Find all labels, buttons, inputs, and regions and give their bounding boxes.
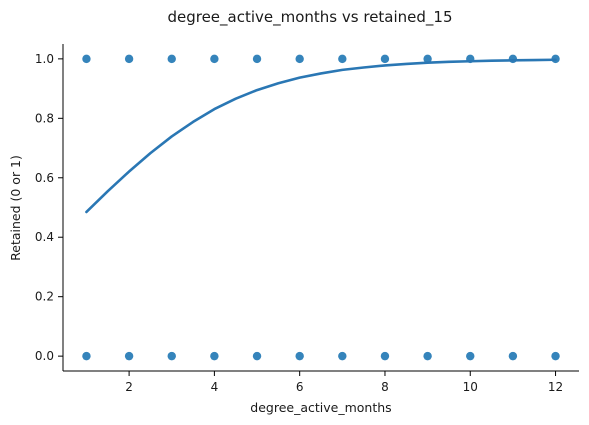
x-tick-label: 6 [296,380,304,394]
scatter-point [82,54,91,64]
scatter-point [338,351,347,361]
fit-curve-line [85,58,557,214]
x-axis-label: degree_active_months [250,400,391,415]
y-tick-label: 0.6 [35,171,54,185]
scatter-point [295,351,304,361]
scatter-point [380,54,390,64]
scatter-point [252,54,262,64]
scatter-point [167,54,176,64]
scatter-point [423,54,432,64]
x-tick-label: 12 [548,380,563,394]
x-tick-label: 8 [381,380,389,394]
y-tick-label: 0.8 [35,111,54,125]
scatter-point [82,351,91,361]
scatter-point [508,54,518,64]
scatter-point [210,54,219,64]
scatter-point [508,351,518,361]
logistic-fit [85,58,557,214]
scatter-point [295,54,304,64]
scatter-point [380,351,390,361]
chart-title: degree_active_months vs retained_15 [167,8,452,27]
x-tick-label: 2 [125,380,133,394]
scatter-point [124,54,134,64]
scatter-point [423,351,432,361]
scatter-point [210,351,219,361]
x-axis-ticks: 2 4 6 8 10 12 [125,371,563,394]
scatter-point [124,351,134,361]
y-tick-label: 1.0 [35,52,54,66]
scatter-point [338,54,347,64]
scatter-point [466,351,475,361]
y-axis-ticks: 0.0 0.2 0.4 0.6 0.8 1.0 [35,52,63,363]
y-axis-label: Retained (0 or 1) [8,155,23,261]
x-tick-label: 10 [463,380,478,394]
y-tick-label: 0.0 [35,349,54,363]
x-tick-label: 4 [211,380,219,394]
scatter-point [551,351,560,361]
y-tick-label: 0.4 [35,230,54,244]
scatter-points [82,54,560,361]
scatter-point [167,351,176,361]
y-tick-label: 0.2 [35,290,54,304]
scatter-point [252,351,262,361]
